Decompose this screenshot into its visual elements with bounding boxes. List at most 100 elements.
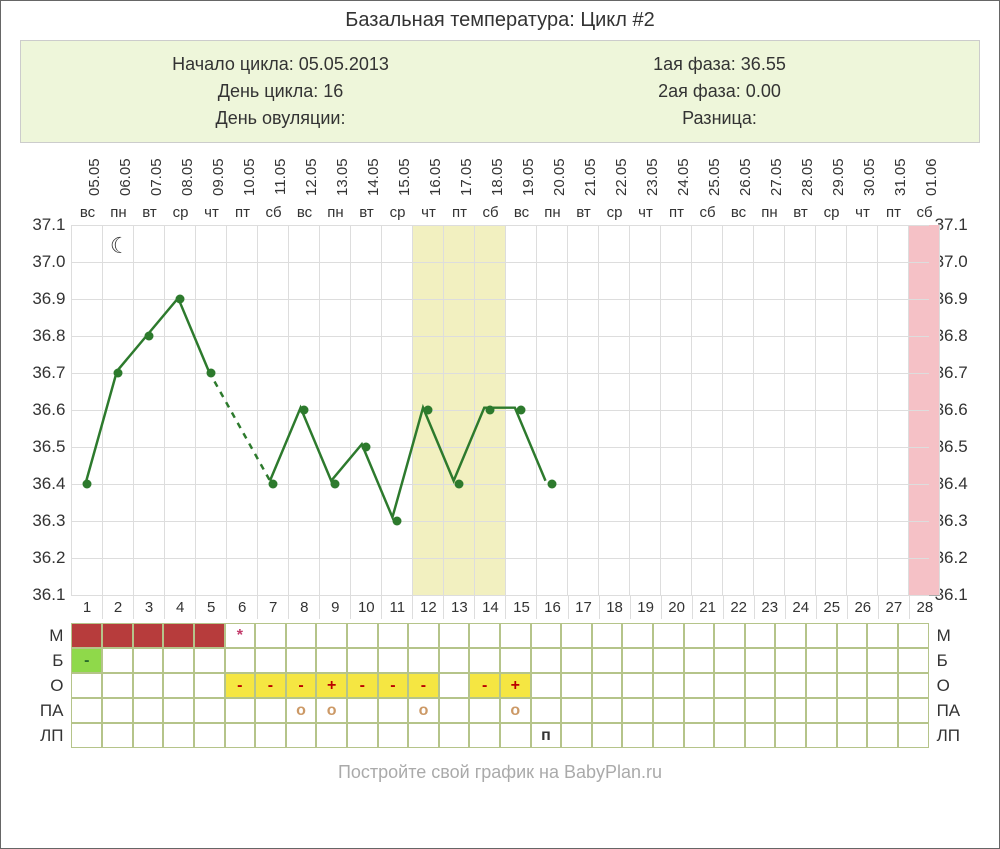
table-cell: [806, 648, 837, 673]
info-day: День цикла: 16: [61, 78, 500, 105]
table-cell: [225, 698, 256, 723]
date-label: 19.05: [506, 153, 537, 201]
data-point: [330, 480, 339, 489]
weekday-label: чт: [847, 201, 878, 225]
table-cell: [439, 648, 470, 673]
date-label: 13.05: [320, 153, 351, 201]
weekday-label: вс: [289, 201, 320, 225]
table-cell: [775, 648, 806, 673]
table-cell: [898, 723, 929, 748]
table-cell: [775, 673, 806, 698]
table-cell: -: [71, 648, 102, 673]
table-cell: [163, 648, 194, 673]
table-cell: [622, 623, 653, 648]
table-cell: [745, 723, 776, 748]
weekday-label: сб: [475, 201, 506, 225]
date-label: 15.05: [382, 153, 413, 201]
date-label: 06.05: [103, 153, 134, 201]
day-number: 18: [600, 596, 631, 619]
info-box: Начало цикла: 05.05.2013 День цикла: 16 …: [20, 40, 980, 143]
table-cell: [255, 698, 286, 723]
row-label: О: [20, 673, 71, 698]
date-label: 28.05: [785, 153, 816, 201]
row-label: ПА: [20, 698, 71, 723]
table-row: М*М: [20, 623, 980, 648]
table-cell: [653, 623, 684, 648]
chart-area: 05.0506.0507.0508.0509.0510.0511.0512.05…: [20, 153, 980, 748]
day-number: 27: [879, 596, 910, 619]
table-cell: [775, 723, 806, 748]
day-number: 15: [506, 596, 537, 619]
table-cell: [316, 648, 347, 673]
table-cell: [653, 698, 684, 723]
date-label: 14.05: [351, 153, 382, 201]
table-cell: [255, 723, 286, 748]
table-cell: [806, 723, 837, 748]
weekday-label: пн: [754, 201, 785, 225]
table-cell: [561, 648, 592, 673]
table-cell: [163, 673, 194, 698]
table-cell: [347, 723, 378, 748]
table-cell: [684, 673, 715, 698]
table-cell: [592, 673, 623, 698]
table-cell: [469, 698, 500, 723]
table-cell: [867, 673, 898, 698]
table-cell: [592, 648, 623, 673]
table-cell: [71, 623, 102, 648]
table-cell: [714, 723, 745, 748]
table-cell: [561, 623, 592, 648]
day-number: 5: [196, 596, 227, 619]
day-number: 3: [134, 596, 165, 619]
table-cell: +: [500, 673, 531, 698]
table-cell: [622, 673, 653, 698]
line-series: [71, 225, 928, 590]
table-cell: -: [255, 673, 286, 698]
weekday-label: пт: [444, 201, 475, 225]
table-cell: [561, 698, 592, 723]
table-cell: -: [469, 673, 500, 698]
day-number: 8: [289, 596, 320, 619]
table-cell: [684, 648, 715, 673]
table-cell: [378, 698, 409, 723]
row-label: ЛП: [929, 723, 980, 748]
table-cell: [531, 673, 562, 698]
table-cell: [898, 648, 929, 673]
table-cell: -: [378, 673, 409, 698]
day-number: 9: [320, 596, 351, 619]
table-cell: [71, 698, 102, 723]
table-cell: [531, 698, 562, 723]
table-cell: +: [316, 673, 347, 698]
data-point: [144, 332, 153, 341]
date-label: 09.05: [196, 153, 227, 201]
day-number: 19: [631, 596, 662, 619]
table-cell: [255, 623, 286, 648]
date-label: 08.05: [165, 153, 196, 201]
weekday-label: вт: [134, 201, 165, 225]
table-cell: [561, 673, 592, 698]
table-cell: [837, 723, 868, 748]
data-point: [82, 480, 91, 489]
data-point: [113, 369, 122, 378]
date-label: 11.05: [258, 153, 289, 201]
table-cell: [102, 698, 133, 723]
weekday-label: ср: [165, 201, 196, 225]
table-cell: [133, 648, 164, 673]
table-cell: [378, 648, 409, 673]
table-cell: [592, 623, 623, 648]
weekday-label: пн: [320, 201, 351, 225]
table-cell: [622, 723, 653, 748]
table-cell: [439, 623, 470, 648]
table-cell: o: [408, 698, 439, 723]
weekday-label: ср: [382, 201, 413, 225]
table-cell: [163, 698, 194, 723]
table-cell: [867, 698, 898, 723]
table-row: ЛПпЛП: [20, 723, 980, 748]
info-phase1: 1ая фаза: 36.55: [500, 51, 939, 78]
table-cell: [531, 623, 562, 648]
table-cell: [898, 698, 929, 723]
data-point: [485, 406, 494, 415]
table-cell: [469, 723, 500, 748]
date-label: 31.05: [878, 153, 909, 201]
table-cell: [408, 648, 439, 673]
weekday-label: вт: [568, 201, 599, 225]
